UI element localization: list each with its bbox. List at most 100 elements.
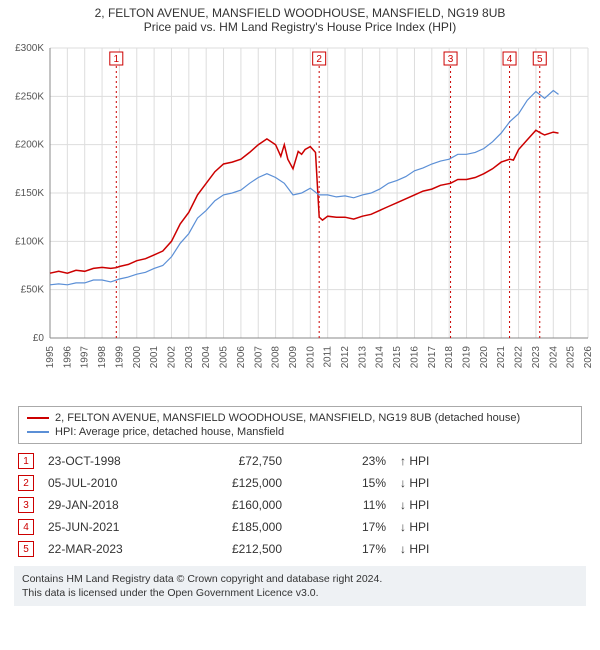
y-tick-label: £150K bbox=[15, 188, 44, 199]
x-tick-label: 2016 bbox=[409, 346, 420, 369]
footer-line-1: Contains HM Land Registry data © Crown c… bbox=[22, 572, 578, 586]
hpi-label: HPI bbox=[409, 542, 429, 556]
x-tick-label: 2020 bbox=[479, 346, 490, 369]
x-tick-label: 2023 bbox=[531, 346, 542, 369]
sale-marker-number: 2 bbox=[316, 54, 322, 65]
x-tick-label: 2010 bbox=[305, 346, 316, 369]
legend: 2, FELTON AVENUE, MANSFIELD WOODHOUSE, M… bbox=[18, 406, 582, 444]
sales-row-index: 1 bbox=[18, 453, 34, 469]
sales-row-pct: 17% bbox=[296, 520, 386, 534]
line-chart-svg: £0 £50K £100K £150K £200K £250K £300K 1995 1996 1… bbox=[2, 38, 598, 398]
arrow-down-icon: ↓ bbox=[400, 520, 409, 534]
y-tick-label: £50K bbox=[21, 285, 45, 296]
sales-row-hpi: ↑ HPI bbox=[400, 454, 450, 468]
sales-row: 205-JUL-2010£125,00015%↓ HPI bbox=[18, 472, 582, 494]
x-tick-label: 1996 bbox=[62, 346, 73, 369]
sales-row-pct: 11% bbox=[296, 498, 386, 512]
sales-row-pct: 15% bbox=[296, 476, 386, 490]
x-tick-label: 2025 bbox=[566, 346, 577, 369]
sales-row-hpi: ↓ HPI bbox=[400, 498, 450, 512]
sales-row: 4 25-JUN-2021 £185,000 17% ↓ HPI bbox=[18, 516, 582, 538]
x-tick-label: 2003 bbox=[184, 346, 195, 369]
sales-row-price: £212,500 bbox=[182, 542, 282, 556]
sales-row: 1 23-OCT-1998 £72,750 23% ↑ HPI bbox=[18, 450, 582, 472]
x-tick-label: 2001 bbox=[149, 346, 160, 369]
chart-area: £0 £50K £100K £150K £200K £250K £300K 1995 1996 1… bbox=[2, 38, 598, 398]
sales-row-index: 5 bbox=[18, 541, 34, 557]
legend-item: HPI: Average price, detached house, Mans… bbox=[27, 425, 573, 439]
sales-row: 3 29-JAN-2018 £160,000 11% ↓ HPI bbox=[18, 494, 582, 516]
sales-row-price: £185,000 bbox=[182, 520, 282, 534]
sales-row-price: £160,000 bbox=[182, 498, 282, 512]
footer-attribution: Contains HM Land Registry data © Crown c… bbox=[14, 566, 586, 606]
x-tick-label: 2018 bbox=[444, 346, 455, 369]
sales-row-hpi: ↓ HPI bbox=[400, 520, 450, 534]
x-tick-label: 2009 bbox=[288, 346, 299, 369]
sales-row-index: 2 bbox=[18, 475, 34, 491]
sales-row-price: £125,000 bbox=[182, 476, 282, 490]
x-tick-label: 2014 bbox=[375, 346, 386, 369]
series-hpi bbox=[50, 91, 559, 285]
sales-row-date: 23-OCT-1998 bbox=[48, 454, 168, 468]
x-tick-label: 2026 bbox=[583, 346, 594, 369]
x-tick-label: 1998 bbox=[97, 346, 108, 369]
hpi-label: HPI bbox=[409, 498, 429, 512]
x-tick-label: 2008 bbox=[271, 346, 282, 369]
x-tick-label: 2000 bbox=[132, 346, 143, 369]
legend-label: 2, FELTON AVENUE, MANSFIELD WOODHOUSE, M… bbox=[55, 412, 520, 424]
x-tick-label: 1999 bbox=[114, 346, 125, 369]
sale-marker-number: 5 bbox=[537, 54, 543, 65]
x-tick-label: 2012 bbox=[340, 346, 351, 369]
legend-label: HPI: Average price, detached house, Mans… bbox=[55, 426, 284, 438]
x-tick-label: 2002 bbox=[166, 346, 177, 369]
sales-row-date: 22-MAR-2023 bbox=[48, 542, 168, 556]
x-tick-label: 2021 bbox=[496, 346, 507, 369]
x-tick-label: 2005 bbox=[219, 346, 230, 369]
sales-row: 5 22-MAR-2023 £212,500 17% ↓ HPI bbox=[18, 538, 582, 560]
sales-row-date: 29-JAN-2018 bbox=[48, 498, 168, 512]
x-tick-label: 2024 bbox=[548, 346, 559, 369]
arrow-down-icon: ↓ bbox=[400, 498, 409, 512]
y-tick-label: £250K bbox=[15, 91, 44, 102]
x-tick-label: 1995 bbox=[45, 346, 56, 369]
x-tick-label: 2017 bbox=[427, 346, 438, 369]
x-tick-label: 2019 bbox=[462, 346, 473, 369]
arrow-down-icon: ↓ bbox=[400, 542, 409, 556]
sales-row-pct: 23% bbox=[296, 454, 386, 468]
x-tick-label: 2011 bbox=[323, 346, 334, 368]
hpi-label: HPI bbox=[409, 520, 429, 534]
sales-row-hpi: ↓ HPI bbox=[400, 542, 450, 556]
x-tick-label: 1997 bbox=[80, 346, 91, 369]
sale-marker-number: 3 bbox=[448, 54, 454, 65]
sales-table: 123-OCT-1998£72,75023%↑ HPI205-JUL-2010£… bbox=[18, 450, 582, 560]
x-tick-label: 2015 bbox=[392, 346, 403, 369]
title-line-1: 2, FELTON AVENUE, MANSFIELD WOODHOUSE, M… bbox=[10, 6, 590, 20]
x-tick-label: 2007 bbox=[253, 346, 264, 369]
hpi-label: HPI bbox=[409, 454, 429, 468]
sale-marker-number: 1 bbox=[114, 54, 120, 65]
sales-row-index: 4 bbox=[18, 519, 34, 535]
sales-row-pct: 17% bbox=[296, 542, 386, 556]
sale-marker-number: 4 bbox=[507, 54, 513, 65]
hpi-label: HPI bbox=[409, 476, 429, 490]
title-line-2: Price paid vs. HM Land Registry's House … bbox=[10, 20, 590, 34]
sales-row-index: 3 bbox=[18, 497, 34, 513]
arrow-down-icon: ↓ bbox=[400, 476, 409, 490]
y-tick-label: £200K bbox=[15, 140, 44, 151]
y-tick-label: £300K bbox=[15, 43, 44, 54]
y-tick-label: £0 bbox=[33, 333, 45, 344]
y-tick-label: £100K bbox=[15, 236, 44, 247]
x-tick-label: 2004 bbox=[201, 346, 212, 369]
x-tick-label: 2022 bbox=[514, 346, 525, 369]
legend-swatch bbox=[27, 417, 49, 419]
sales-row-hpi: ↓ HPI bbox=[400, 476, 450, 490]
sales-row-date: 25-JUN-2021 bbox=[48, 520, 168, 534]
footer-line-2: This data is licensed under the Open Gov… bbox=[22, 586, 578, 600]
arrow-up-icon: ↑ bbox=[400, 454, 409, 468]
legend-item: 2, FELTON AVENUE, MANSFIELD WOODHOUSE, M… bbox=[27, 411, 573, 425]
series-property bbox=[50, 130, 559, 273]
x-tick-label: 2006 bbox=[236, 346, 247, 369]
legend-swatch bbox=[27, 431, 49, 433]
x-tick-label: 2013 bbox=[357, 346, 368, 369]
sales-row-price: £72,750 bbox=[182, 454, 282, 468]
